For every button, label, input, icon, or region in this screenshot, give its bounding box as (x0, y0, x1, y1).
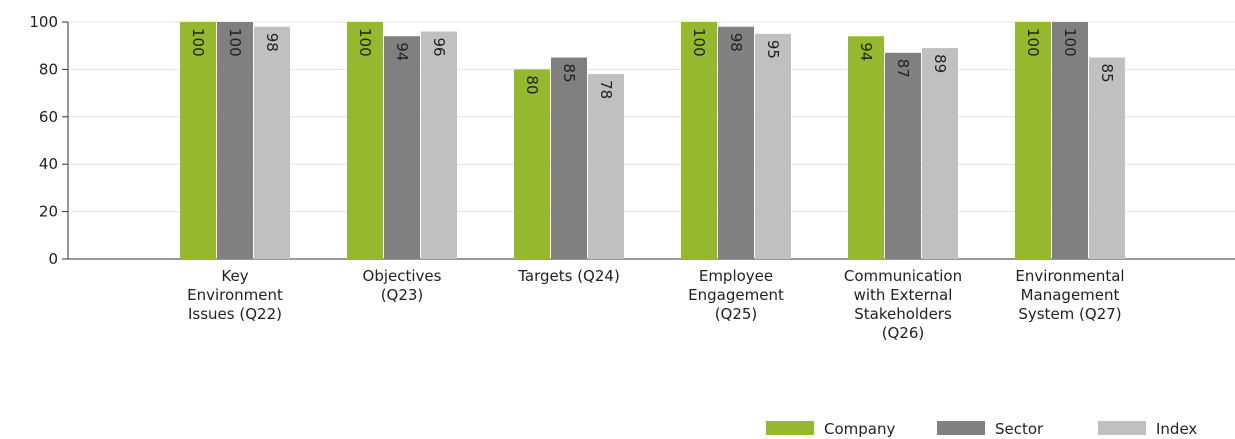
bar (551, 57, 587, 259)
data-label: 89 (931, 54, 949, 73)
label-line: Issues (Q22) (188, 305, 282, 323)
label-line: Key (221, 267, 248, 285)
data-label: 98 (727, 33, 745, 52)
label-line: Environment (187, 286, 283, 304)
bar (1052, 22, 1088, 259)
x-tick-label: Objectives (Q23) (363, 267, 442, 304)
legend-label: Sector (995, 420, 1044, 438)
bar (1015, 22, 1051, 259)
bar (755, 33, 791, 259)
bar (180, 22, 216, 259)
data-label: 100 (226, 28, 244, 57)
label-line: Communication (844, 267, 962, 285)
x-tick-label: Communication with External Stakeholders (Q… (844, 267, 962, 342)
label-line: Employee (699, 267, 773, 285)
label-line: Environmental (1015, 267, 1124, 285)
bar (421, 31, 457, 260)
y-tick-label: 20 (39, 203, 58, 221)
data-label: 100 (189, 28, 207, 57)
data-label: 78 (597, 80, 615, 99)
data-label: 94 (857, 42, 875, 61)
data-label: 87 (894, 59, 912, 78)
data-label: 94 (393, 42, 411, 61)
data-label: 100 (1061, 28, 1079, 57)
bar (718, 26, 754, 259)
label-line: (Q23) (381, 286, 424, 304)
bar (885, 52, 921, 260)
data-label: 80 (523, 75, 541, 94)
data-label: 95 (764, 40, 782, 59)
label-line: Objectives (363, 267, 442, 285)
bar (922, 48, 958, 259)
bar (681, 22, 717, 259)
bar (217, 22, 253, 259)
y-tick-label: 80 (39, 60, 58, 78)
x-tick-label: Targets (Q24) (517, 267, 620, 285)
bar (347, 22, 383, 259)
label-line: Management (1021, 286, 1120, 304)
legend-swatch (766, 421, 814, 435)
label-line: Stakeholders (854, 305, 952, 323)
bar (1089, 57, 1125, 259)
y-tick-label: 0 (48, 250, 58, 268)
data-label: 96 (430, 37, 448, 56)
y-tick-label: 100 (29, 13, 58, 31)
label-line: System (Q27) (1018, 305, 1121, 323)
legend-label: Company (824, 420, 895, 438)
legend-swatch (1098, 421, 1146, 435)
data-label: 100 (1024, 28, 1042, 57)
bar (254, 26, 290, 259)
label-line: Engagement (688, 286, 784, 304)
x-tick-label: Environmental Management System (Q27) (1015, 267, 1124, 323)
legend-label: Index (1156, 420, 1197, 438)
label-line: with External (854, 286, 953, 304)
data-label: 100 (690, 28, 708, 57)
data-label: 98 (263, 33, 281, 52)
y-tick-label: 60 (39, 108, 58, 126)
label-line: (Q26) (882, 324, 925, 342)
data-label: 100 (356, 28, 374, 57)
bar (848, 36, 884, 259)
data-label: 85 (560, 64, 578, 83)
legend-swatch (937, 421, 985, 435)
y-tick-label: 40 (39, 155, 58, 173)
label-line: Targets (Q24) (517, 267, 620, 285)
label-line: (Q25) (715, 305, 758, 323)
data-label: 85 (1098, 64, 1116, 83)
bar (384, 36, 420, 259)
x-tick-label: Key Environment Issues (Q22) (187, 267, 283, 323)
bar (514, 69, 550, 260)
x-tick-label: Employee Engagement (Q25) (688, 267, 784, 323)
bar (588, 74, 624, 259)
